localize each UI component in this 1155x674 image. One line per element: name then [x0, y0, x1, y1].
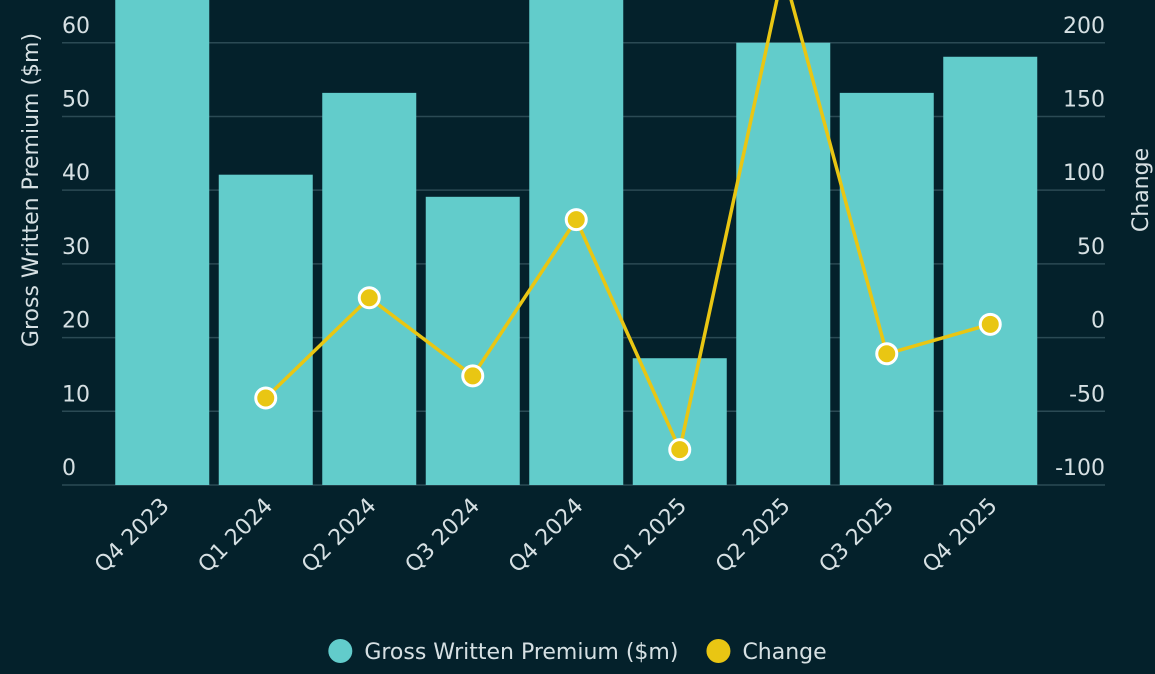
line-marker — [875, 342, 899, 366]
y2-tick-label: 100 — [1063, 161, 1105, 186]
x-tick-label: Q2 2024 — [297, 494, 381, 578]
y2-tick-label: -100 — [1055, 456, 1105, 481]
bar — [736, 42, 831, 485]
y-tick-label: 30 — [62, 235, 90, 260]
y2-tick-label: 50 — [1077, 235, 1105, 260]
y-tick-label: 0 — [62, 456, 76, 481]
y2-tick-label: -50 — [1069, 382, 1105, 407]
x-tick-label: Q2 2025 — [711, 494, 795, 578]
y-tick-label: 50 — [62, 87, 90, 112]
y2-tick-label: 150 — [1063, 87, 1105, 112]
y-tick-label: 60 — [62, 14, 90, 39]
y-tick-label: 10 — [62, 382, 90, 407]
y-tick-label: 20 — [62, 309, 90, 334]
line-marker — [357, 286, 381, 310]
x-tick-label: Q1 2024 — [194, 494, 278, 578]
legend-marker — [706, 639, 731, 663]
line-marker — [254, 386, 278, 410]
x-tick-label: Q4 2024 — [504, 494, 588, 578]
x-tick-label: Q4 2025 — [918, 494, 1002, 578]
y2-axis-title: Change — [1129, 148, 1154, 232]
y-axis-title: Gross Written Premium ($m) — [19, 33, 44, 347]
y2-tick-label: 0 — [1091, 309, 1105, 334]
x-tick-label: Q4 2023 — [90, 494, 174, 578]
legend-label: Gross Written Premium ($m) — [364, 640, 678, 665]
legend-label: Change — [742, 640, 826, 665]
line — [264, 0, 991, 456]
line-marker — [461, 364, 485, 388]
bar — [115, 0, 210, 485]
x-tick-label: Q3 2024 — [401, 494, 485, 578]
line-marker — [978, 312, 1002, 336]
bar — [425, 196, 520, 486]
y-tick-label: 40 — [62, 161, 90, 186]
bar — [218, 174, 313, 485]
bar — [943, 56, 1038, 486]
bar — [529, 0, 624, 485]
bar — [839, 92, 934, 485]
line-marker — [668, 438, 692, 462]
y2-tick-label: 200 — [1063, 14, 1105, 39]
legend-marker — [328, 639, 353, 663]
x-tick-label: Q1 2025 — [608, 494, 692, 578]
line-marker — [564, 208, 588, 232]
x-tick-label: Q3 2025 — [815, 494, 899, 578]
